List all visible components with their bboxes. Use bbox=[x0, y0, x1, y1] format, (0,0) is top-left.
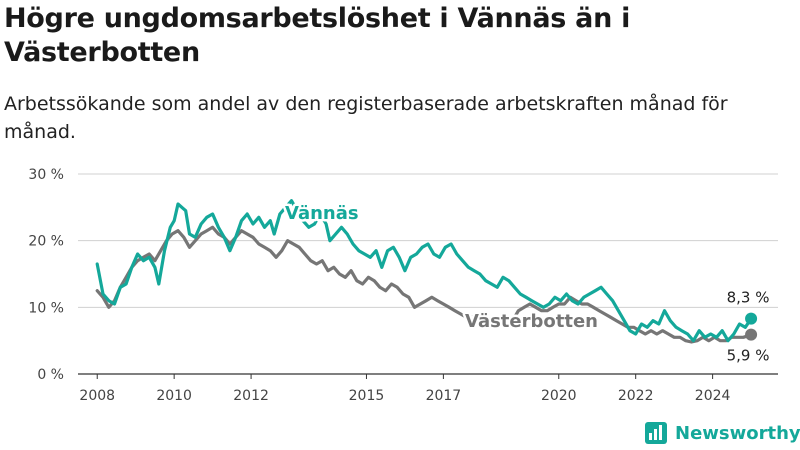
series-labels: Vännäs Västerbotten bbox=[283, 201, 601, 335]
x-tick-label: 2020 bbox=[541, 388, 577, 404]
bar-chart-icon bbox=[645, 422, 667, 444]
y-tick-label: 10 % bbox=[28, 300, 64, 316]
y-tick-label: 30 % bbox=[28, 167, 64, 183]
series-line-vasterbotten bbox=[95, 225, 753, 344]
series-line-vannas bbox=[95, 199, 753, 343]
x-tick-label: 2008 bbox=[79, 388, 115, 404]
y-tick-label: 20 % bbox=[28, 234, 64, 250]
series-lines bbox=[95, 199, 753, 344]
gridlines bbox=[78, 173, 778, 308]
end-value-vannas: 8,3 % bbox=[727, 289, 770, 307]
chart-subtitle: Arbetssökande som andel av den registerb… bbox=[4, 93, 728, 143]
y-tick-label: 0 % bbox=[37, 367, 64, 383]
chart-title: Högre ungdomsarbetslöshet i Vännäs än i … bbox=[4, 3, 631, 68]
x-tick-label: 2015 bbox=[349, 388, 385, 404]
x-tick-label: 2012 bbox=[233, 388, 269, 404]
x-tick-label: 2024 bbox=[695, 388, 731, 404]
x-tick-label: 2010 bbox=[156, 388, 192, 404]
x-axis: 2008 2010 2012 2015 2017 2020 2022 2024 bbox=[78, 373, 778, 404]
y-tick-labels: 0 % 10 % 20 % 30 % bbox=[28, 167, 64, 383]
brand-name: Newsworthy bbox=[675, 422, 800, 444]
x-tick-label: 2022 bbox=[618, 388, 654, 404]
series-label-vasterbotten: Västerbotten bbox=[465, 311, 598, 332]
end-marker-vannas bbox=[745, 312, 758, 325]
newsworthy-logo[interactable]: Newsworthy bbox=[645, 419, 800, 447]
series-label-vannas: Vännäs bbox=[285, 203, 359, 224]
end-marker-vasterbotten bbox=[745, 328, 758, 341]
x-tick-label: 2017 bbox=[426, 388, 462, 404]
end-value-vasterbotten: 5,9 % bbox=[727, 347, 770, 365]
end-markers: 8,3 % 5,9 % bbox=[727, 289, 770, 365]
